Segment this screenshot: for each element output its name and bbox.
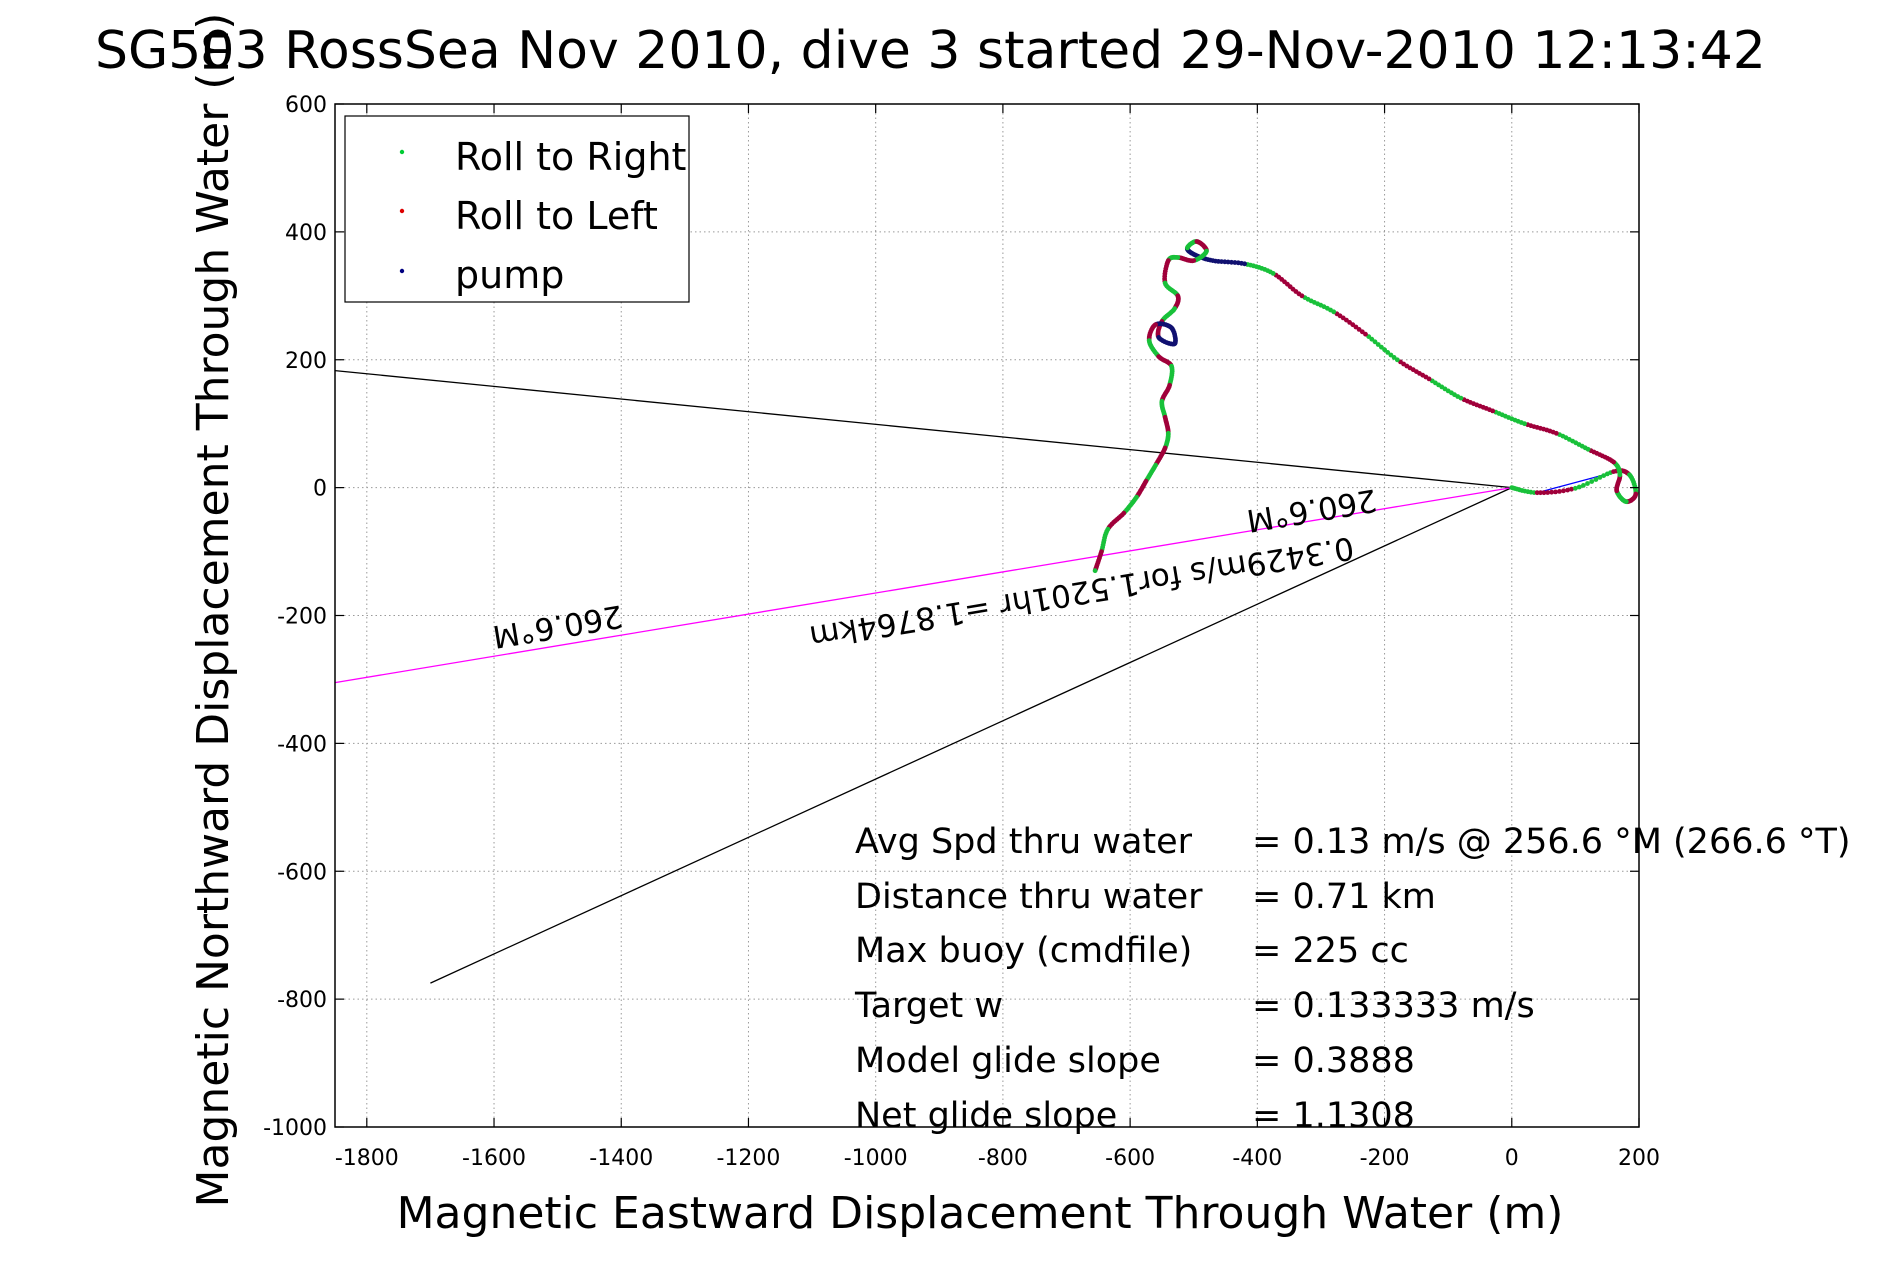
stat-value: = 225 cc bbox=[1252, 931, 1409, 971]
track-point bbox=[1561, 488, 1566, 494]
stat-value: = 0.3888 bbox=[1252, 1041, 1415, 1081]
stat-label: Target w bbox=[854, 986, 1003, 1026]
stat-label: Max buoy (cmdfile) bbox=[855, 931, 1192, 971]
track-point bbox=[1553, 489, 1558, 495]
x-tick-label: -1600 bbox=[462, 1146, 526, 1171]
chart-title: SG503 RossSea Nov 2010, dive 3 started 2… bbox=[95, 21, 1766, 81]
track-point bbox=[1601, 473, 1607, 478]
glider-track bbox=[1092, 239, 1639, 574]
x-tick-label: -1800 bbox=[335, 1146, 399, 1171]
track-point bbox=[1092, 568, 1098, 574]
track-point bbox=[1565, 487, 1570, 493]
x-tick-label: -400 bbox=[1232, 1146, 1282, 1171]
y-tick-label: -800 bbox=[277, 988, 327, 1013]
track-point bbox=[1573, 485, 1578, 491]
x-tick-label: 200 bbox=[1618, 1146, 1660, 1171]
stat-label: Distance thru water bbox=[855, 877, 1203, 917]
track-point bbox=[1538, 490, 1543, 496]
y-tick-label: 400 bbox=[285, 221, 327, 246]
track-point bbox=[1589, 479, 1595, 484]
track-point bbox=[1372, 339, 1378, 345]
track-point bbox=[1382, 347, 1387, 353]
track-point bbox=[1576, 484, 1582, 490]
axis-ticks: -1800 -1600 -1400 -1200 -1000 -800 -600 -400 -20… bbox=[263, 93, 1660, 1171]
stat-label: Avg Spd thru water bbox=[855, 822, 1193, 862]
y-axis-label: Magnetic Northward Displacement Through … bbox=[188, 13, 239, 1208]
y-tick-label: -600 bbox=[277, 860, 327, 885]
y-tick-label: 0 bbox=[313, 477, 327, 502]
track-point bbox=[1379, 344, 1384, 350]
stat-value: = 0.71 km bbox=[1252, 877, 1436, 917]
legend-marker-roll-left bbox=[399, 208, 405, 214]
x-tick-label: 0 bbox=[1505, 1146, 1519, 1171]
legend-marker-roll-right bbox=[399, 149, 405, 155]
track-point bbox=[1232, 260, 1238, 265]
y-tick-label: -200 bbox=[277, 605, 327, 630]
stat-value: = 0.133333 m/s bbox=[1252, 986, 1535, 1026]
x-tick-label: -1400 bbox=[589, 1146, 653, 1171]
track-point bbox=[1593, 477, 1599, 482]
legend-label-pump: pump bbox=[455, 253, 564, 297]
x-tick-label: -200 bbox=[1360, 1146, 1410, 1171]
y-tick-label: 200 bbox=[285, 349, 327, 374]
legend: Roll to Right Roll to Left pump bbox=[344, 115, 690, 303]
track-point bbox=[1597, 475, 1603, 480]
x-axis-label: Magnetic Eastward Displacement Through W… bbox=[397, 1188, 1564, 1239]
line-black-lower bbox=[430, 487, 1513, 984]
track-point bbox=[1581, 483, 1586, 488]
x-tick-label: -1200 bbox=[716, 1146, 780, 1171]
track-point bbox=[1388, 352, 1394, 358]
legend-label-roll-right: Roll to Right bbox=[455, 135, 686, 179]
line-black-upper bbox=[334, 369, 1512, 489]
stat-label: Model glide slope bbox=[855, 1041, 1161, 1081]
track-point bbox=[1545, 490, 1551, 495]
track-point bbox=[1569, 486, 1574, 492]
legend-label-roll-left: Roll to Left bbox=[455, 194, 658, 238]
stat-label: Net glide slope bbox=[855, 1096, 1117, 1136]
x-tick-label: -1000 bbox=[844, 1146, 908, 1171]
y-tick-label: 600 bbox=[285, 93, 327, 118]
track-point bbox=[1534, 490, 1540, 496]
y-tick-label: -1000 bbox=[263, 1116, 327, 1141]
legend-marker-pump bbox=[399, 268, 405, 274]
y-tick-label: -400 bbox=[277, 732, 327, 757]
track-point bbox=[1557, 489, 1562, 494]
track-point bbox=[1541, 490, 1547, 496]
track-point bbox=[1585, 481, 1590, 486]
x-tick-label: -800 bbox=[978, 1146, 1028, 1171]
track-point bbox=[1375, 342, 1381, 347]
track-point bbox=[1549, 489, 1554, 495]
line-magenta-heading bbox=[334, 486, 1512, 684]
x-tick-label: -600 bbox=[1105, 1146, 1155, 1171]
stats-block: Avg Spd thru water = 0.13 m/s @ 256.6 °M… bbox=[854, 822, 1851, 1136]
stat-value: = 1.1308 bbox=[1252, 1096, 1415, 1136]
stat-value: = 0.13 m/s @ 256.6 °M (266.6 °T) bbox=[1252, 822, 1851, 862]
